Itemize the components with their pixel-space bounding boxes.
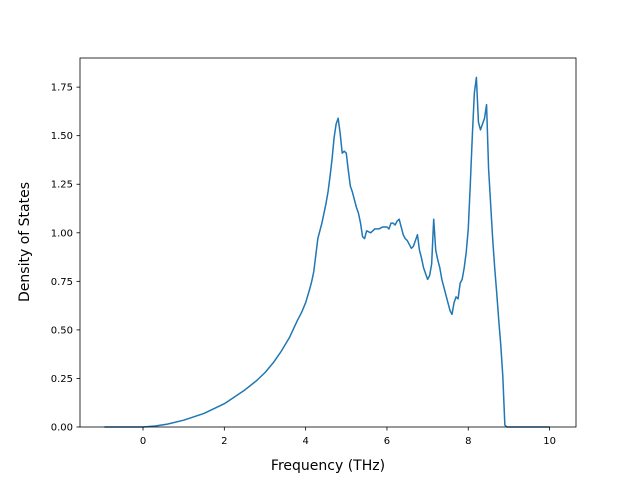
axis-ticks: 0 2 4 6 8 10 0.00 0.25 0.50 0.75 1.00 1.25 1.50 1.75 <box>51 83 556 447</box>
y-tick-label: 1.00 <box>51 228 73 239</box>
y-tick-label: 1.25 <box>51 180 73 191</box>
x-tick-label: 4 <box>302 436 308 447</box>
x-axis-label: Frequency (THz) <box>271 458 385 474</box>
y-axis-label: Density of States <box>17 182 33 302</box>
x-tick-label: 8 <box>465 436 471 447</box>
y-tick-label: 0.25 <box>51 374 73 385</box>
y-tick-label: 0.75 <box>51 277 73 288</box>
y-tick-label: 0.50 <box>51 325 73 336</box>
y-tick-label: 1.50 <box>51 131 73 142</box>
y-tick-label: 1.75 <box>51 83 73 94</box>
x-tick-label: 2 <box>221 436 227 447</box>
axes-frame <box>79 57 577 428</box>
x-tick-label: 6 <box>384 436 390 447</box>
x-tick-label: 0 <box>140 436 146 447</box>
dos-series-line <box>104 76 550 428</box>
y-tick-label: 0.00 <box>51 423 73 434</box>
x-tick-label: 10 <box>543 436 556 447</box>
plot-area <box>104 76 550 428</box>
